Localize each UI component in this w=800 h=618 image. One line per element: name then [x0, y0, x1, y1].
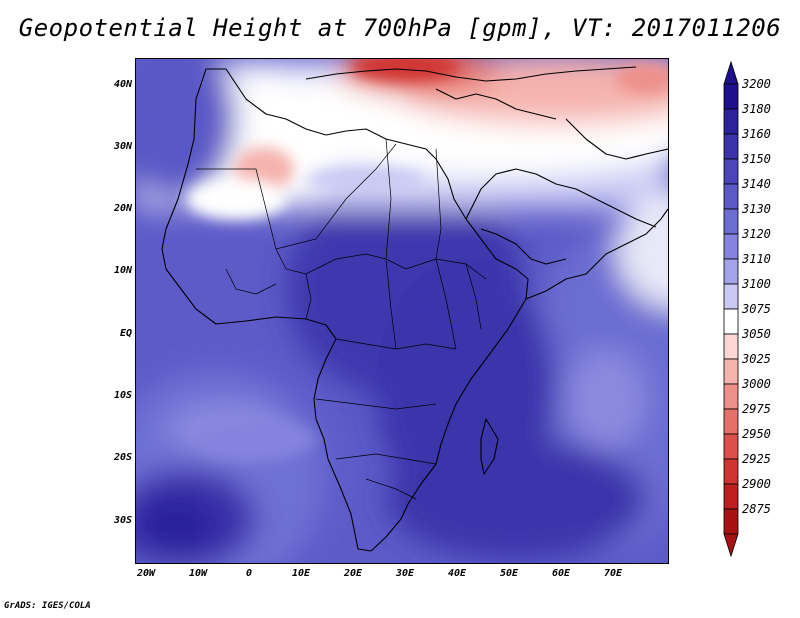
- field-shading: [136, 59, 668, 563]
- colorbar-box: [723, 208, 739, 235]
- lon-label-60e: 60E: [551, 568, 571, 579]
- colorbar-box: [723, 508, 739, 535]
- colorbar-box: [723, 108, 739, 135]
- lat-label-20n: 20N: [113, 203, 132, 214]
- colorbar-box: [723, 383, 739, 410]
- lon-label-10w: 10W: [188, 568, 208, 579]
- colorbar-level-label: 3200: [742, 77, 771, 91]
- colorbar-box: [723, 233, 739, 260]
- lon-label-0: 0: [245, 568, 253, 579]
- colorbar-level-label: 2975: [742, 402, 771, 416]
- chart-title: Geopotential Height at 700hPa [gpm], VT:…: [18, 14, 782, 42]
- colorbar-level-label: 3075: [742, 302, 771, 316]
- colorbar-level-label: 3110: [742, 252, 771, 266]
- colorbar-box: [723, 258, 739, 285]
- colorbar-box: [723, 308, 739, 335]
- lat-label-20s: 20S: [113, 452, 132, 463]
- lon-label-70e: 70E: [603, 568, 623, 579]
- colorbar-level-label: 3150: [742, 152, 771, 166]
- lon-label-20e: 20E: [343, 568, 363, 579]
- colorbar-box: [723, 458, 739, 485]
- colorbar-level-label: 3130: [742, 202, 771, 216]
- colorbar-level-label: 3180: [742, 102, 771, 116]
- colorbar-level-label: 3025: [742, 352, 771, 366]
- colorbar-box: [723, 183, 739, 210]
- lat-label-30n: 30N: [113, 141, 132, 152]
- colorbar-level-label: 3160: [742, 127, 771, 141]
- colorbar-box: [723, 358, 739, 385]
- colorbar-box: [723, 483, 739, 510]
- colorbar-box: [723, 158, 739, 185]
- lon-label-30e: 30E: [395, 568, 415, 579]
- colorbar-box: [723, 408, 739, 435]
- lat-label-eq: EQ: [119, 328, 132, 339]
- credit-text: GrADS: IGES/COLA: [4, 601, 91, 611]
- colorbar-box: [723, 283, 739, 310]
- colorbar-level-label: 2950: [742, 427, 771, 441]
- geopotential-field: [136, 59, 668, 563]
- colorbar-level-label: 2875: [742, 502, 771, 516]
- lon-label-10e: 10E: [291, 568, 311, 579]
- lat-label-10s: 10S: [113, 390, 132, 401]
- colorbar-bottom-arrow: [723, 533, 739, 558]
- coastlines: [161, 66, 668, 552]
- colorbar-level-label: 3120: [742, 227, 771, 241]
- colorbar-box: [723, 83, 739, 110]
- lon-label-50e: 50E: [499, 568, 519, 579]
- colorbar-top-arrow: [723, 60, 739, 85]
- map-panel: [135, 58, 669, 564]
- colorbar-level-label: 3140: [742, 177, 771, 191]
- colorbar-level-label: 2900: [742, 477, 771, 491]
- lon-label-20w: 20W: [136, 568, 156, 579]
- lat-label-10n: 10N: [113, 265, 132, 276]
- colorbar-boxes: [723, 60, 739, 558]
- country-borders: [196, 138, 487, 500]
- colorbar-level-label: 2925: [742, 452, 771, 466]
- lat-label-40n: 40N: [113, 79, 132, 90]
- colorbar-box: [723, 333, 739, 360]
- colorbar-box: [723, 433, 739, 460]
- lat-label-30s: 30S: [113, 515, 132, 526]
- field-detail: [186, 59, 668, 459]
- colorbar-box: [723, 133, 739, 160]
- lon-label-40e: 40E: [447, 568, 467, 579]
- colorbar-level-label: 3100: [742, 277, 771, 291]
- colorbar-level-label: 3000: [742, 377, 771, 391]
- colorbar-level-label: 3050: [742, 327, 771, 341]
